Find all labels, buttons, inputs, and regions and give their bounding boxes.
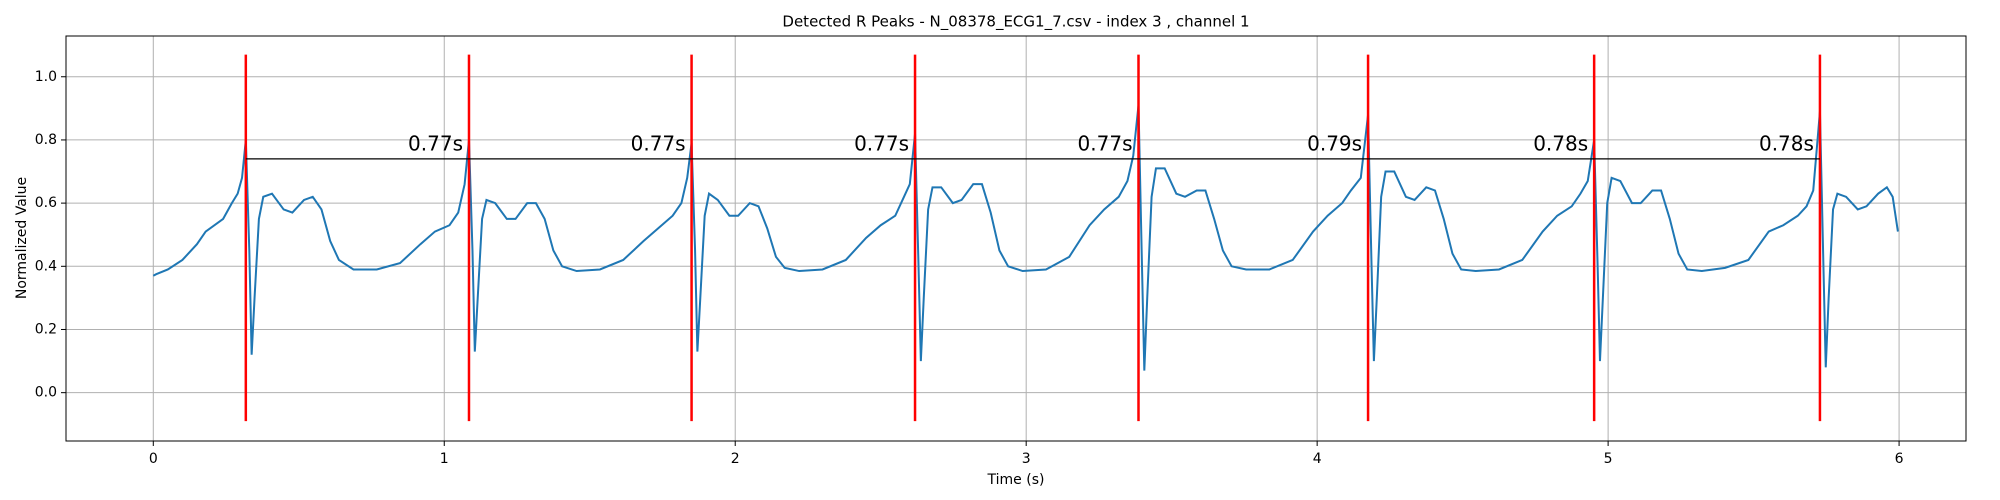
x-tick-label: 5 [1604,451,1613,467]
y-tick-label: 0.8 [35,132,57,148]
interval-label: 0.77s [854,131,909,155]
interval-label: 0.77s [1078,131,1133,155]
x-tick-label: 6 [1895,451,1904,467]
x-axis-label: Time (s) [987,472,1045,488]
x-tick-label: 3 [1022,451,1031,467]
plot-frame [65,35,1967,442]
interval-label: 0.77s [631,131,686,155]
interval-label: 0.78s [1533,131,1588,155]
interval-label: 0.78s [1759,131,1814,155]
x-tick-label: 4 [1313,451,1322,467]
interval-label: 0.79s [1307,131,1362,155]
chart-title: Detected R Peaks - N_08378_ECG1_7.csv - … [782,13,1249,32]
y-tick-label: 0.4 [35,258,57,274]
interval-label: 0.77s [408,131,463,155]
x-tick-label: 2 [731,451,740,467]
y-tick-label: 1.0 [35,69,57,85]
y-tick-label: 0.2 [35,321,57,337]
x-tick-label: 1 [440,451,449,467]
x-tick-label: 0 [149,451,158,467]
y-axis-label: Normalized Value [14,177,30,299]
y-tick-label: 0.0 [35,385,57,401]
signal-line [152,105,1899,371]
y-tick-label: 0.6 [35,195,57,211]
